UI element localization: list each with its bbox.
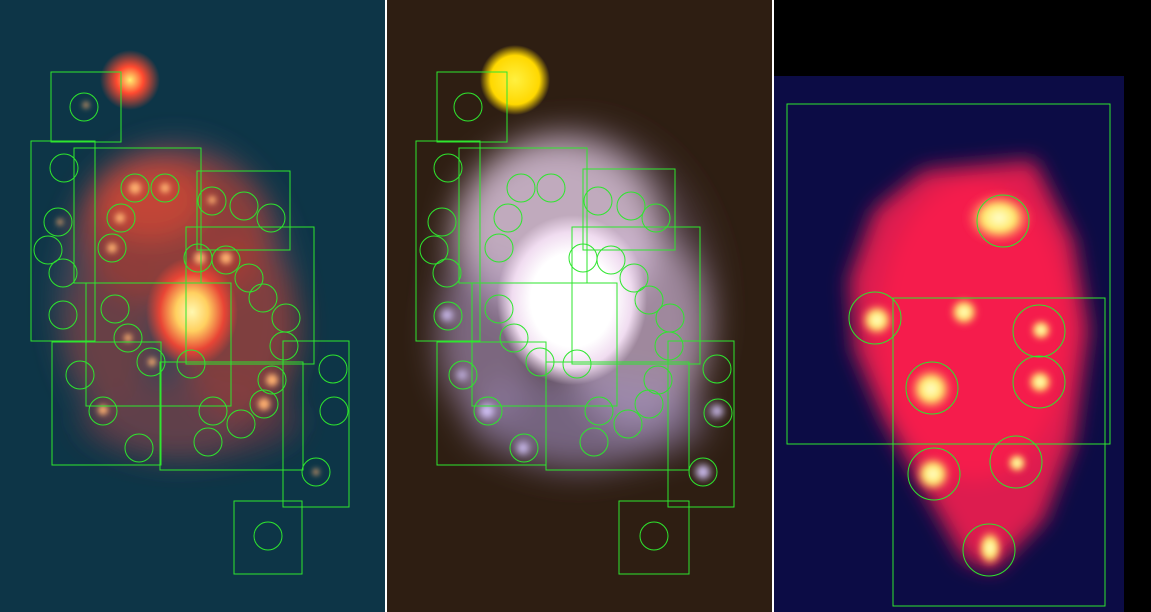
field-boxes (415, 71, 735, 575)
source-circles (33, 92, 349, 551)
galaxy-image-2 (387, 0, 772, 612)
galaxy-image-1 (0, 0, 385, 612)
hii-regions (57, 102, 319, 475)
galaxy-image-3 (774, 0, 1151, 612)
uv-knots (859, 190, 1054, 568)
panel-optical-infrared-galaxy (0, 0, 385, 612)
source-circles (848, 194, 1066, 577)
bright-star (100, 50, 160, 110)
panel-ultraviolet-galaxy (774, 0, 1151, 612)
galaxy-core (146, 257, 238, 367)
panel-visible-galaxy (387, 0, 772, 612)
field-boxes (786, 103, 1111, 607)
source-circles (419, 92, 733, 551)
blue-knots (441, 309, 723, 479)
bright-star (480, 45, 550, 115)
field-boxes (30, 71, 350, 575)
